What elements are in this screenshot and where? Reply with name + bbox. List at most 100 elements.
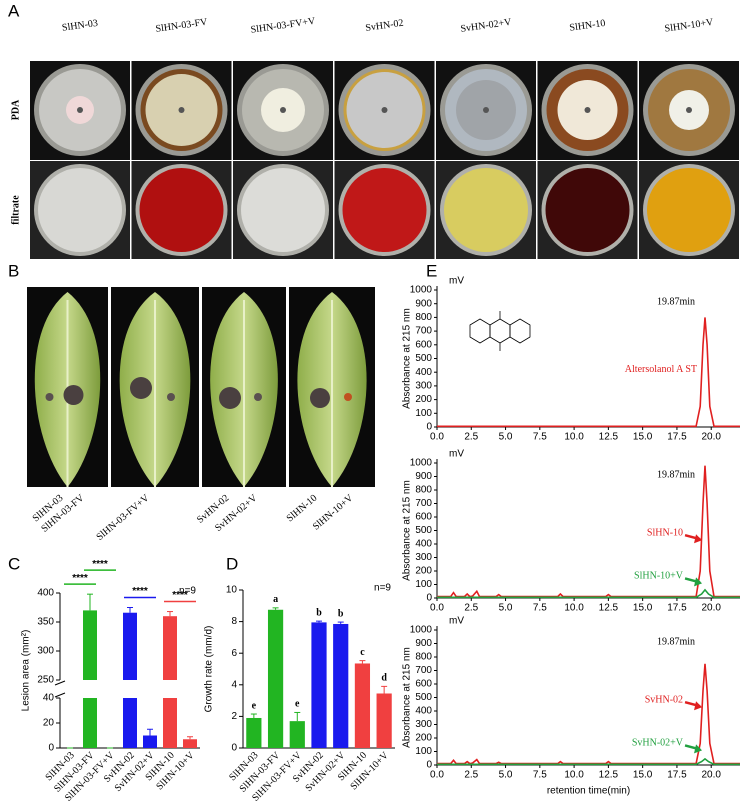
y-tick-label: 8 xyxy=(231,616,237,627)
y-tick-label: 300 xyxy=(415,719,432,730)
column-label: SlHN-03 xyxy=(61,18,98,34)
significance-label: **** xyxy=(132,586,148,597)
x-tick-label: 7.5 xyxy=(533,770,547,781)
bar xyxy=(123,612,137,680)
group-label: a xyxy=(273,594,278,605)
series-label: SlHN-10+V xyxy=(634,571,684,582)
y-tick-label: 200 xyxy=(415,566,432,577)
y-tick-label: 300 xyxy=(415,552,432,563)
colony-center xyxy=(77,107,83,113)
filtrate xyxy=(444,168,528,252)
y-tick-label: 900 xyxy=(415,298,432,309)
lesion xyxy=(63,385,84,405)
x-tick-label: 20.0 xyxy=(701,603,721,614)
filtrate xyxy=(545,168,630,252)
unit-label: mV xyxy=(449,616,464,627)
x-tick-label: 5.0 xyxy=(499,603,513,614)
y-axis-label: Absorbance at 215 nm xyxy=(402,480,413,581)
x-tick-label: 17.5 xyxy=(667,770,687,781)
bar xyxy=(333,623,349,748)
unit-label: mV xyxy=(449,276,464,287)
x-tick-label: 12.5 xyxy=(599,432,619,443)
group-label: b xyxy=(338,608,344,619)
y-tick-label: 300 xyxy=(37,646,54,657)
x-tick-label: 10.0 xyxy=(564,770,584,781)
y-tick-label: 20 xyxy=(43,718,55,729)
panel-label: E xyxy=(426,261,437,280)
x-axis-label: retention time(min) xyxy=(547,786,630,797)
series-line xyxy=(437,317,740,428)
y-tick-label: 600 xyxy=(415,339,432,350)
row-label: PDA xyxy=(10,99,21,120)
y-tick-label: 400 xyxy=(415,367,432,378)
x-tick-label: 0.0 xyxy=(430,770,444,781)
filtrate xyxy=(38,168,122,252)
bar xyxy=(83,610,97,680)
series-label: SlHN-10 xyxy=(647,527,683,538)
y-tick-label: 100 xyxy=(415,408,432,419)
y-tick-label: 800 xyxy=(415,485,432,496)
filtrate xyxy=(241,168,325,252)
column-label: SlHN-03-FV xyxy=(155,17,209,35)
note: n=9 xyxy=(179,586,196,597)
leaf-label: SlHN-10 xyxy=(285,493,320,525)
group-label: c xyxy=(360,647,365,658)
significance-label: **** xyxy=(92,559,108,570)
x-tick-label: 17.5 xyxy=(667,603,687,614)
y-tick-label: 1000 xyxy=(410,625,433,636)
inoculum xyxy=(167,393,175,401)
arrow-head xyxy=(694,577,703,587)
arrow-head xyxy=(694,744,703,754)
y-tick-label: 800 xyxy=(415,312,432,323)
structure-drawing xyxy=(469,311,531,351)
arrow-head xyxy=(694,701,703,711)
y-tick-label: 400 xyxy=(415,706,432,717)
y-tick-label: 800 xyxy=(415,652,432,663)
bar xyxy=(163,616,177,680)
group-label: e xyxy=(252,700,257,711)
group-label: b xyxy=(316,607,322,618)
y-tick-label: 350 xyxy=(37,617,54,628)
x-tick-label: 12.5 xyxy=(599,603,619,614)
x-tick-label: 10.0 xyxy=(564,603,584,614)
y-tick-label: 0 xyxy=(426,422,432,433)
peak-label: 19.87min xyxy=(657,469,695,480)
column-label: SlHN-10+V xyxy=(664,17,715,35)
series-label: SvHN-02+V xyxy=(632,738,684,749)
x-tick-label: 20.0 xyxy=(701,770,721,781)
y-axis-label: Lesion area (mm²) xyxy=(21,630,32,712)
y-axis-label: Absorbance at 215 nm xyxy=(402,647,413,748)
note: n=9 xyxy=(374,583,391,594)
axis-break xyxy=(54,680,66,686)
panel-label: B xyxy=(8,261,19,280)
bar xyxy=(163,698,177,748)
series-line xyxy=(437,588,740,599)
y-tick-label: 700 xyxy=(415,665,432,676)
y-tick-label: 700 xyxy=(415,498,432,509)
bar xyxy=(143,735,157,748)
y-tick-label: 1000 xyxy=(410,458,433,469)
y-tick-label: 40 xyxy=(43,693,55,704)
x-tick-label: 0.0 xyxy=(430,603,444,614)
y-tick-label: 0 xyxy=(231,743,237,754)
series-label: Altersolanol A ST xyxy=(625,364,697,375)
y-tick-label: 10 xyxy=(226,585,238,596)
y-tick-label: 6 xyxy=(231,648,237,659)
x-tick-label: 7.5 xyxy=(533,432,547,443)
lesion xyxy=(310,388,330,408)
panel-label: C xyxy=(8,554,20,573)
series-line xyxy=(437,757,740,766)
bar xyxy=(267,609,284,748)
y-tick-label: 600 xyxy=(415,512,432,523)
bar xyxy=(83,698,97,748)
column-label: SvHN-02 xyxy=(365,18,405,34)
y-tick-label: 250 xyxy=(37,675,54,686)
series-label: SvHN-02 xyxy=(645,694,683,705)
row-label: filtrate xyxy=(10,195,21,225)
x-tick-label: 5.0 xyxy=(499,432,513,443)
y-tick-label: 1000 xyxy=(410,285,433,296)
x-tick-label: 17.5 xyxy=(667,432,687,443)
bar xyxy=(354,663,371,748)
group-label: d xyxy=(381,673,387,684)
y-tick-label: 400 xyxy=(37,588,54,599)
